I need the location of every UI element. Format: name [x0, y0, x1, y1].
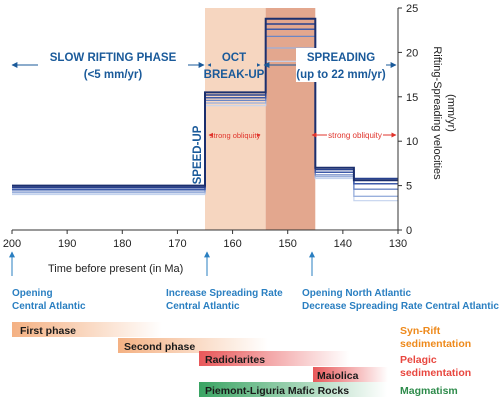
- category-syn-rift-line-1: Syn-Rift: [400, 325, 441, 337]
- phase-bars: First phase Second phase Radiolarites Ma…: [12, 322, 388, 397]
- bar-label-first-phase: First phase: [20, 325, 76, 337]
- spreading-label-bg: [296, 48, 386, 82]
- phase-label-slow-rifting-rate: (<5 mm/yr): [84, 69, 143, 81]
- y-tick-label-15: 15: [406, 92, 418, 104]
- event-label-opening-north-line-1: Opening North Atlantic: [302, 288, 412, 299]
- y-axis-label-line-1: Rifting-Spreading velocities: [431, 46, 443, 180]
- x-tick-label-180: 180: [113, 238, 131, 250]
- x-axis-label: Time before present (in Ma): [48, 263, 183, 275]
- oct-label-bg: [211, 48, 257, 82]
- bar-label-second-phase: Second phase: [124, 341, 195, 353]
- category-labels: Syn-Rift sedimentation Pelagic sedimenta…: [400, 325, 471, 397]
- x-tick-label-170: 170: [168, 238, 186, 250]
- event-label-increase-rate-line-1: Increase Spreading Rate: [166, 288, 283, 299]
- x-tick-label-130: 130: [389, 238, 407, 250]
- phase-label-spreading-rate: (up to 22 mm/yr): [296, 69, 386, 81]
- y-tick-label-0: 0: [406, 225, 412, 237]
- category-syn-rift-line-2: sedimentation: [400, 338, 471, 350]
- event-annotations: Opening Central Atlantic Increase Spread…: [9, 251, 499, 312]
- velocity-series-0: [12, 17, 398, 187]
- period-band-0: [205, 8, 266, 230]
- y-axis-label-line-2: (mm/yr): [445, 94, 457, 132]
- phase-label-oct: OCT: [222, 52, 246, 64]
- x-tick-label-160: 160: [223, 238, 241, 250]
- x-tick-label-190: 190: [58, 238, 76, 250]
- x-tick-label-150: 150: [279, 238, 297, 250]
- y-tick-label-5: 5: [406, 181, 412, 193]
- bar-label-piemont-liguria: Piemont-Liguria Mafic Rocks: [205, 385, 349, 397]
- y-tick-label-25: 25: [406, 3, 418, 15]
- event-label-opening-central-line-1: Opening: [12, 288, 53, 299]
- period-bands: [205, 8, 316, 230]
- phase-label-break-up: BREAK-UP: [204, 69, 265, 81]
- phase-label-spreading: SPREADING: [307, 52, 375, 64]
- category-pelagic-line-1: Pelagic: [400, 354, 437, 366]
- category-pelagic-line-2: sedimentation: [400, 367, 471, 379]
- event-label-increase-rate-line-2: Central Atlantic: [166, 301, 240, 312]
- phase-annotations: SLOW RIFTING PHASE (<5 mm/yr) OCT BREAK-…: [11, 48, 397, 184]
- bar-label-radiolarites: Radiolarites: [205, 354, 265, 366]
- obliquity-label-2: strong obliquity: [328, 131, 382, 140]
- obliquity-label-bg-1: [213, 130, 257, 141]
- bar-first-phase: [12, 322, 162, 337]
- slow-rifting-label-bg: [38, 48, 188, 82]
- category-magmatism: Magmatism: [400, 385, 458, 397]
- bar-radiolarites: [199, 351, 349, 366]
- event-label-opening-north-line-2: Decrease Spreading Rate Central Atlantic: [302, 301, 499, 312]
- bar-maiolica: [313, 367, 388, 382]
- velocity-series: [12, 17, 398, 202]
- y-tick-label-10: 10: [406, 136, 418, 148]
- bar-label-maiolica: Maiolica: [317, 370, 359, 382]
- phase-label-speed-up: SPEED-UP: [192, 125, 204, 184]
- bar-piemont-liguria: [199, 382, 387, 397]
- x-tick-label-200: 200: [3, 238, 21, 250]
- obliquity-label-1: strong obliquity: [210, 131, 261, 140]
- phase-label-slow-rifting: SLOW RIFTING PHASE: [50, 52, 177, 64]
- x-tick-label-140: 140: [334, 238, 352, 250]
- period-band-1: [265, 8, 316, 230]
- bar-second-phase: [118, 338, 268, 353]
- event-label-opening-central-line-2: Central Atlantic: [12, 301, 86, 312]
- obliquity-label-bg-2: [327, 130, 383, 141]
- y-tick-label-20: 20: [406, 47, 418, 59]
